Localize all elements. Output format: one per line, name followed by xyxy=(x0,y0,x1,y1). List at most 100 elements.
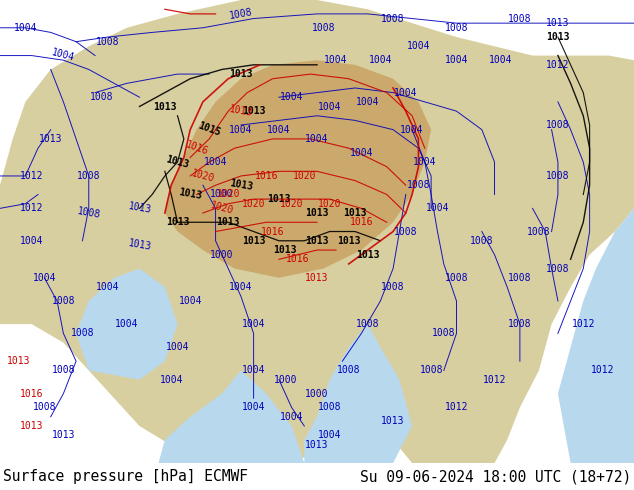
Text: 1004: 1004 xyxy=(13,23,37,33)
Text: 1016: 1016 xyxy=(184,140,209,157)
Text: 1004: 1004 xyxy=(267,124,291,135)
Text: 1008: 1008 xyxy=(70,328,94,339)
Text: 1013: 1013 xyxy=(267,194,291,204)
Polygon shape xyxy=(158,370,304,463)
Text: Su 09-06-2024 18:00 UTC (18+72): Su 09-06-2024 18:00 UTC (18+72) xyxy=(359,469,631,484)
Text: 1013: 1013 xyxy=(381,416,405,426)
Text: 1008: 1008 xyxy=(394,226,418,237)
Text: 1004: 1004 xyxy=(394,88,418,98)
Text: 1004: 1004 xyxy=(280,412,304,422)
Text: 1008: 1008 xyxy=(228,7,254,21)
Text: 1008: 1008 xyxy=(470,236,494,246)
Text: 1013: 1013 xyxy=(546,32,570,42)
Text: 1008: 1008 xyxy=(381,282,405,292)
Text: 1008: 1008 xyxy=(96,37,120,47)
Polygon shape xyxy=(76,269,178,380)
Text: 1008: 1008 xyxy=(508,319,532,329)
Text: 1004: 1004 xyxy=(20,236,44,246)
Text: 1013: 1013 xyxy=(337,236,361,246)
Text: 1004: 1004 xyxy=(413,157,437,167)
Polygon shape xyxy=(558,208,634,463)
Text: 1008: 1008 xyxy=(546,171,570,181)
Text: 1008: 1008 xyxy=(311,23,335,33)
Text: 1008: 1008 xyxy=(432,328,456,339)
Text: 1004: 1004 xyxy=(165,343,190,352)
Text: 1012: 1012 xyxy=(20,171,44,181)
Text: 1008: 1008 xyxy=(444,23,469,33)
Text: 1004: 1004 xyxy=(204,157,228,167)
Text: 1013: 1013 xyxy=(356,250,380,260)
Text: 1013: 1013 xyxy=(216,217,240,227)
Text: 1008: 1008 xyxy=(444,273,469,283)
Text: 1013: 1013 xyxy=(305,236,329,246)
Text: 1012: 1012 xyxy=(482,375,507,385)
Text: 1004: 1004 xyxy=(318,430,342,441)
Text: 1020: 1020 xyxy=(292,171,316,181)
Text: 1020: 1020 xyxy=(209,200,235,216)
Text: 1004: 1004 xyxy=(356,97,380,107)
Text: 1004: 1004 xyxy=(32,273,56,283)
Text: 1020: 1020 xyxy=(190,168,216,184)
Text: 1004: 1004 xyxy=(324,55,348,65)
Text: 1013: 1013 xyxy=(7,356,31,366)
Text: 1008: 1008 xyxy=(546,120,570,130)
Text: 1012: 1012 xyxy=(444,402,469,413)
Text: 1008: 1008 xyxy=(508,14,532,24)
Text: 1012: 1012 xyxy=(20,203,44,213)
Text: 1008: 1008 xyxy=(419,366,443,375)
Text: 1013: 1013 xyxy=(20,421,44,431)
Text: 1008: 1008 xyxy=(89,92,113,102)
Text: 1008: 1008 xyxy=(337,366,361,375)
Text: 1004: 1004 xyxy=(178,296,202,306)
Text: 1008: 1008 xyxy=(381,14,405,24)
Text: 1020: 1020 xyxy=(242,199,266,209)
Text: 1000: 1000 xyxy=(210,190,234,199)
Text: 1013: 1013 xyxy=(273,245,297,255)
Text: 1013: 1013 xyxy=(178,188,203,201)
Text: 1004: 1004 xyxy=(280,92,304,102)
Text: 1004: 1004 xyxy=(229,282,253,292)
Text: 1000: 1000 xyxy=(273,375,297,385)
Text: 1015: 1015 xyxy=(197,121,222,138)
Text: 1008: 1008 xyxy=(546,264,570,273)
Text: 1004: 1004 xyxy=(489,55,513,65)
Text: 1008: 1008 xyxy=(406,180,430,190)
Text: 1008: 1008 xyxy=(77,171,101,181)
Text: 1013: 1013 xyxy=(165,217,190,227)
Text: 1004: 1004 xyxy=(425,203,450,213)
Text: 1008: 1008 xyxy=(51,366,75,375)
Text: 1008: 1008 xyxy=(527,226,551,237)
Text: 1013: 1013 xyxy=(165,154,190,170)
Text: 1008: 1008 xyxy=(76,206,101,220)
Text: 1013: 1013 xyxy=(153,101,177,112)
Text: 1013: 1013 xyxy=(229,69,253,79)
Text: 1004: 1004 xyxy=(242,402,266,413)
Text: 1013: 1013 xyxy=(228,178,254,192)
Text: 1004: 1004 xyxy=(159,375,183,385)
Text: 1012: 1012 xyxy=(590,366,614,375)
Text: 1016: 1016 xyxy=(286,254,310,264)
Text: 1008: 1008 xyxy=(318,402,342,413)
Text: 1008: 1008 xyxy=(508,273,532,283)
Text: 1013: 1013 xyxy=(546,18,570,28)
Text: 1013: 1013 xyxy=(39,134,63,144)
Text: 1013: 1013 xyxy=(127,239,152,252)
Text: 1016: 1016 xyxy=(349,217,373,227)
Text: 1016: 1016 xyxy=(20,389,44,398)
Text: 1013: 1013 xyxy=(305,440,329,449)
Polygon shape xyxy=(165,60,431,278)
Text: 1004: 1004 xyxy=(368,55,392,65)
Text: 1012: 1012 xyxy=(571,319,595,329)
Text: 1020: 1020 xyxy=(216,190,240,199)
Text: 1004: 1004 xyxy=(305,134,329,144)
Text: 1004: 1004 xyxy=(406,41,430,51)
Text: 1004: 1004 xyxy=(349,148,373,158)
Text: 1020: 1020 xyxy=(318,199,342,209)
Text: 1004: 1004 xyxy=(229,124,253,135)
Text: 1008: 1008 xyxy=(356,319,380,329)
Text: 1013: 1013 xyxy=(343,208,367,218)
Text: 1020: 1020 xyxy=(280,199,304,209)
Text: 1004: 1004 xyxy=(115,319,139,329)
Text: 1013: 1013 xyxy=(242,236,266,246)
Text: 1004: 1004 xyxy=(444,55,469,65)
